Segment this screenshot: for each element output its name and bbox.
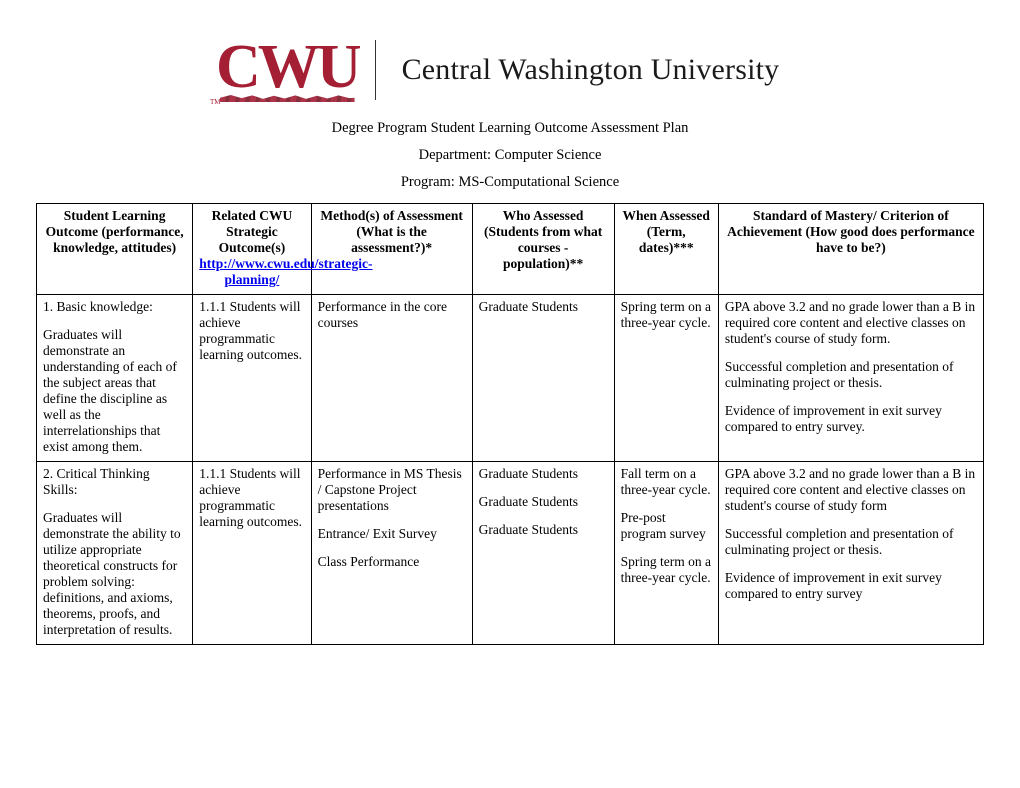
table-header-row: Student Learning Outcome (performance, k… xyxy=(37,204,984,295)
cell-strategic-2: 1.1.1 Students will achieve programmatic… xyxy=(193,462,311,645)
standard-1-p1: GPA above 3.2 and no grade lower than a … xyxy=(725,299,977,347)
university-name: Central Washington University xyxy=(402,53,780,87)
title-line-2: Department: Computer Science xyxy=(36,147,984,164)
outcome-1-body: Graduates will demonstrate an understand… xyxy=(43,327,186,455)
cell-method-2: Performance in MS Thesis / Capstone Proj… xyxy=(311,462,472,645)
standard-2-p3: Evidence of improvement in exit survey c… xyxy=(725,570,977,602)
cell-strategic-1: 1.1.1 Students will achieve programmatic… xyxy=(193,295,311,462)
header-outcome: Student Learning Outcome (performance, k… xyxy=(37,204,193,295)
header-strategic: Related CWU Strategic Outcome(s) http://… xyxy=(193,204,311,295)
when-2-p3: Spring term on a three-year cycle. xyxy=(621,554,712,586)
table-row: 2. Critical Thinking Skills: Graduates w… xyxy=(37,462,984,645)
outcome-2-title: 2. Critical Thinking Skills: xyxy=(43,466,186,498)
cell-method-1: Performance in the core courses xyxy=(311,295,472,462)
cell-who-1: Graduate Students xyxy=(472,295,614,462)
header-method: Method(s) of Assessment (What is the ass… xyxy=(311,204,472,295)
page: TM CWU Central Washington University Deg… xyxy=(0,0,1020,645)
table-row: 1. Basic knowledge: Graduates will demon… xyxy=(37,295,984,462)
cell-who-2: Graduate Students Graduate Students Grad… xyxy=(472,462,614,645)
title-line-1: Degree Program Student Learning Outcome … xyxy=(36,120,984,137)
who-2-p2: Graduate Students xyxy=(479,494,608,510)
standard-1-p2: Successful completion and presentation o… xyxy=(725,359,977,391)
cell-outcome-1: 1. Basic knowledge: Graduates will demon… xyxy=(37,295,193,462)
header-who: Who Assessed (Students from what courses… xyxy=(472,204,614,295)
standard-2-p1: GPA above 3.2 and no grade lower than a … xyxy=(725,466,977,514)
title-line-3: Program: MS-Computational Science xyxy=(36,174,984,191)
logo-divider xyxy=(375,40,376,100)
logo-abbrev: TM CWU xyxy=(216,36,359,104)
logo-block: TM CWU Central Washington University xyxy=(216,36,984,104)
method-2-p1: Performance in MS Thesis / Capstone Proj… xyxy=(318,466,466,514)
when-2-p1: Fall term on a three-year cycle. xyxy=(621,466,712,498)
document-titles: Degree Program Student Learning Outcome … xyxy=(36,120,984,191)
standard-1-p3: Evidence of improvement in exit survey c… xyxy=(725,403,977,435)
header-strategic-text: Related CWU Strategic Outcome(s) xyxy=(212,208,293,255)
header-when: When Assessed (Term, dates)*** xyxy=(614,204,718,295)
outcome-2-body: Graduates will demonstrate the ability t… xyxy=(43,510,186,638)
method-2-p2: Entrance/ Exit Survey xyxy=(318,526,466,542)
cell-standard-1: GPA above 3.2 and no grade lower than a … xyxy=(718,295,983,462)
cell-when-1: Spring term on a three-year cycle. xyxy=(614,295,718,462)
cell-outcome-2: 2. Critical Thinking Skills: Graduates w… xyxy=(37,462,193,645)
who-2-p1: Graduate Students xyxy=(479,466,608,482)
assessment-table: Student Learning Outcome (performance, k… xyxy=(36,203,984,645)
outcome-1-title: 1. Basic knowledge: xyxy=(43,299,186,315)
trademark: TM xyxy=(210,99,221,106)
logo-abbrev-text: CWU xyxy=(216,33,359,101)
method-2-p3: Class Performance xyxy=(318,554,466,570)
cell-when-2: Fall term on a three-year cycle. Pre-pos… xyxy=(614,462,718,645)
cell-standard-2: GPA above 3.2 and no grade lower than a … xyxy=(718,462,983,645)
header-standard: Standard of Mastery/ Criterion of Achiev… xyxy=(718,204,983,295)
standard-2-p2: Successful completion and presentation o… xyxy=(725,526,977,558)
who-2-p3: Graduate Students xyxy=(479,522,608,538)
when-2-p2: Pre-post program survey xyxy=(621,510,712,542)
